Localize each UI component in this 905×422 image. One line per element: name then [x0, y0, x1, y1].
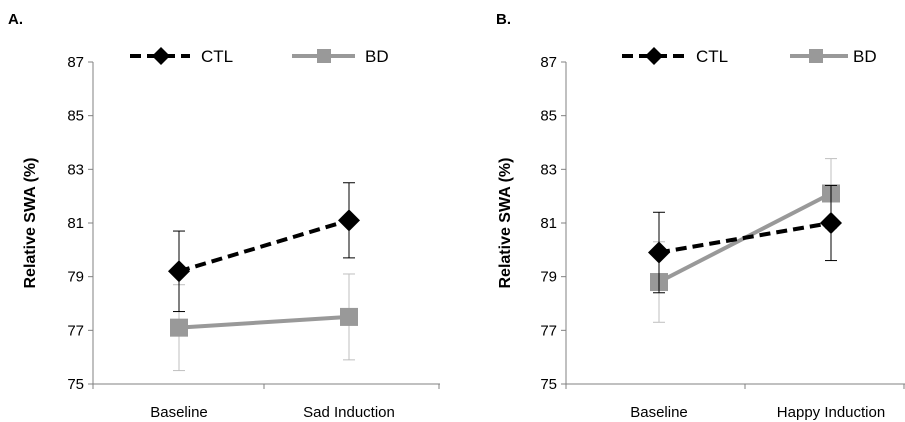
x-tick-label: Happy Induction [777, 404, 885, 421]
chart-panel-1: A. 75 77 79 81 83 85 87 Baseline Sad Induction Rel… [8, 11, 440, 421]
panel-label: A. [8, 11, 23, 28]
data-point [820, 212, 842, 234]
y-tick-label: 79 [67, 269, 84, 286]
panel-label: B. [496, 11, 511, 28]
series-bd [650, 158, 840, 323]
x-tick-label: Baseline [630, 404, 688, 421]
data-point [338, 209, 360, 232]
series-bd [170, 273, 358, 372]
y-tick-label: 85 [67, 108, 84, 125]
series-ctl [168, 182, 360, 313]
y-axis-label: Relative SWA (%) [497, 158, 514, 289]
legend-marker-ctl [152, 47, 170, 65]
series-line [658, 221, 832, 255]
legend-label-ctl: CTL [696, 47, 728, 66]
data-point [340, 307, 358, 326]
chart-panel-2: B. 75 77 79 81 83 85 87 Baseline Happy Induction R… [496, 11, 905, 421]
x-tick-label: Baseline [150, 404, 208, 421]
series-ctl [648, 184, 842, 294]
y-tick-label: 77 [540, 322, 557, 339]
legend: CTL BD [130, 47, 389, 66]
series-line [178, 218, 350, 274]
y-tick-label: 75 [540, 376, 557, 393]
legend-label-bd: BD [853, 47, 877, 66]
series-line [178, 314, 350, 330]
y-tick-label: 81 [540, 215, 557, 232]
y-tick-label: 85 [540, 108, 557, 125]
legend-label-ctl: CTL [201, 47, 233, 66]
y-tick-label: 77 [67, 322, 84, 339]
data-point [168, 260, 190, 283]
legend: CTL BD [622, 47, 877, 66]
legend-marker-bd [317, 49, 331, 63]
y-tick-label: 83 [540, 161, 557, 178]
y-tick-label: 79 [540, 269, 557, 286]
data-point [170, 318, 188, 337]
x-tick-label: Sad Induction [303, 404, 395, 421]
y-tick-label: 81 [67, 215, 84, 232]
data-point [648, 241, 670, 264]
y-axis-label: Relative SWA (%) [22, 158, 39, 289]
legend-marker-bd [809, 49, 823, 63]
legend-marker-ctl [645, 47, 663, 65]
y-tick-label: 87 [540, 54, 557, 71]
y-tick-label: 87 [67, 54, 84, 71]
y-tick-label: 75 [67, 376, 84, 393]
legend-label-bd: BD [365, 47, 389, 66]
y-tick-label: 83 [67, 161, 84, 178]
